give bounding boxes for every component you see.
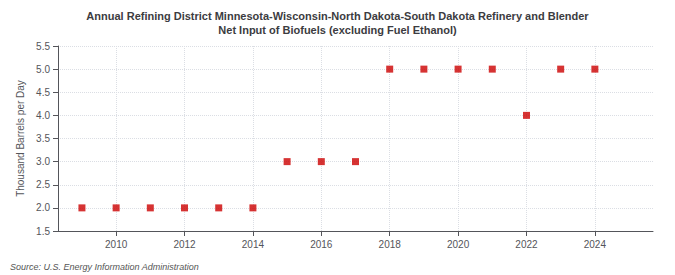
svg-text:2016: 2016 — [310, 239, 333, 250]
svg-text:2018: 2018 — [379, 239, 402, 250]
svg-text:3.5: 3.5 — [36, 133, 50, 144]
svg-text:Source: U.S. Energy Informatio: Source: U.S. Energy Information Administ… — [10, 262, 199, 272]
svg-text:Thousand Barrels per Day: Thousand Barrels per Day — [15, 80, 26, 197]
svg-text:4.0: 4.0 — [36, 110, 50, 121]
svg-text:2012: 2012 — [173, 239, 196, 250]
svg-text:5.0: 5.0 — [36, 64, 50, 75]
svg-text:3.0: 3.0 — [36, 156, 50, 167]
svg-text:2024: 2024 — [584, 239, 607, 250]
svg-text:2014: 2014 — [242, 239, 265, 250]
svg-text:2010: 2010 — [105, 239, 128, 250]
svg-text:2.5: 2.5 — [36, 179, 50, 190]
svg-text:2020: 2020 — [447, 239, 470, 250]
svg-text:2022: 2022 — [515, 239, 538, 250]
svg-text:1.5: 1.5 — [36, 226, 50, 237]
svg-text:5.5: 5.5 — [36, 41, 50, 52]
svg-text:4.5: 4.5 — [36, 87, 50, 98]
svg-text:Annual Refining District Minne: Annual Refining District Minnesota-Wisco… — [86, 10, 589, 22]
svg-text:Net Input of Biofuels (excludi: Net Input of Biofuels (excluding Fuel Et… — [218, 24, 457, 36]
svg-text:2.0: 2.0 — [36, 202, 50, 213]
